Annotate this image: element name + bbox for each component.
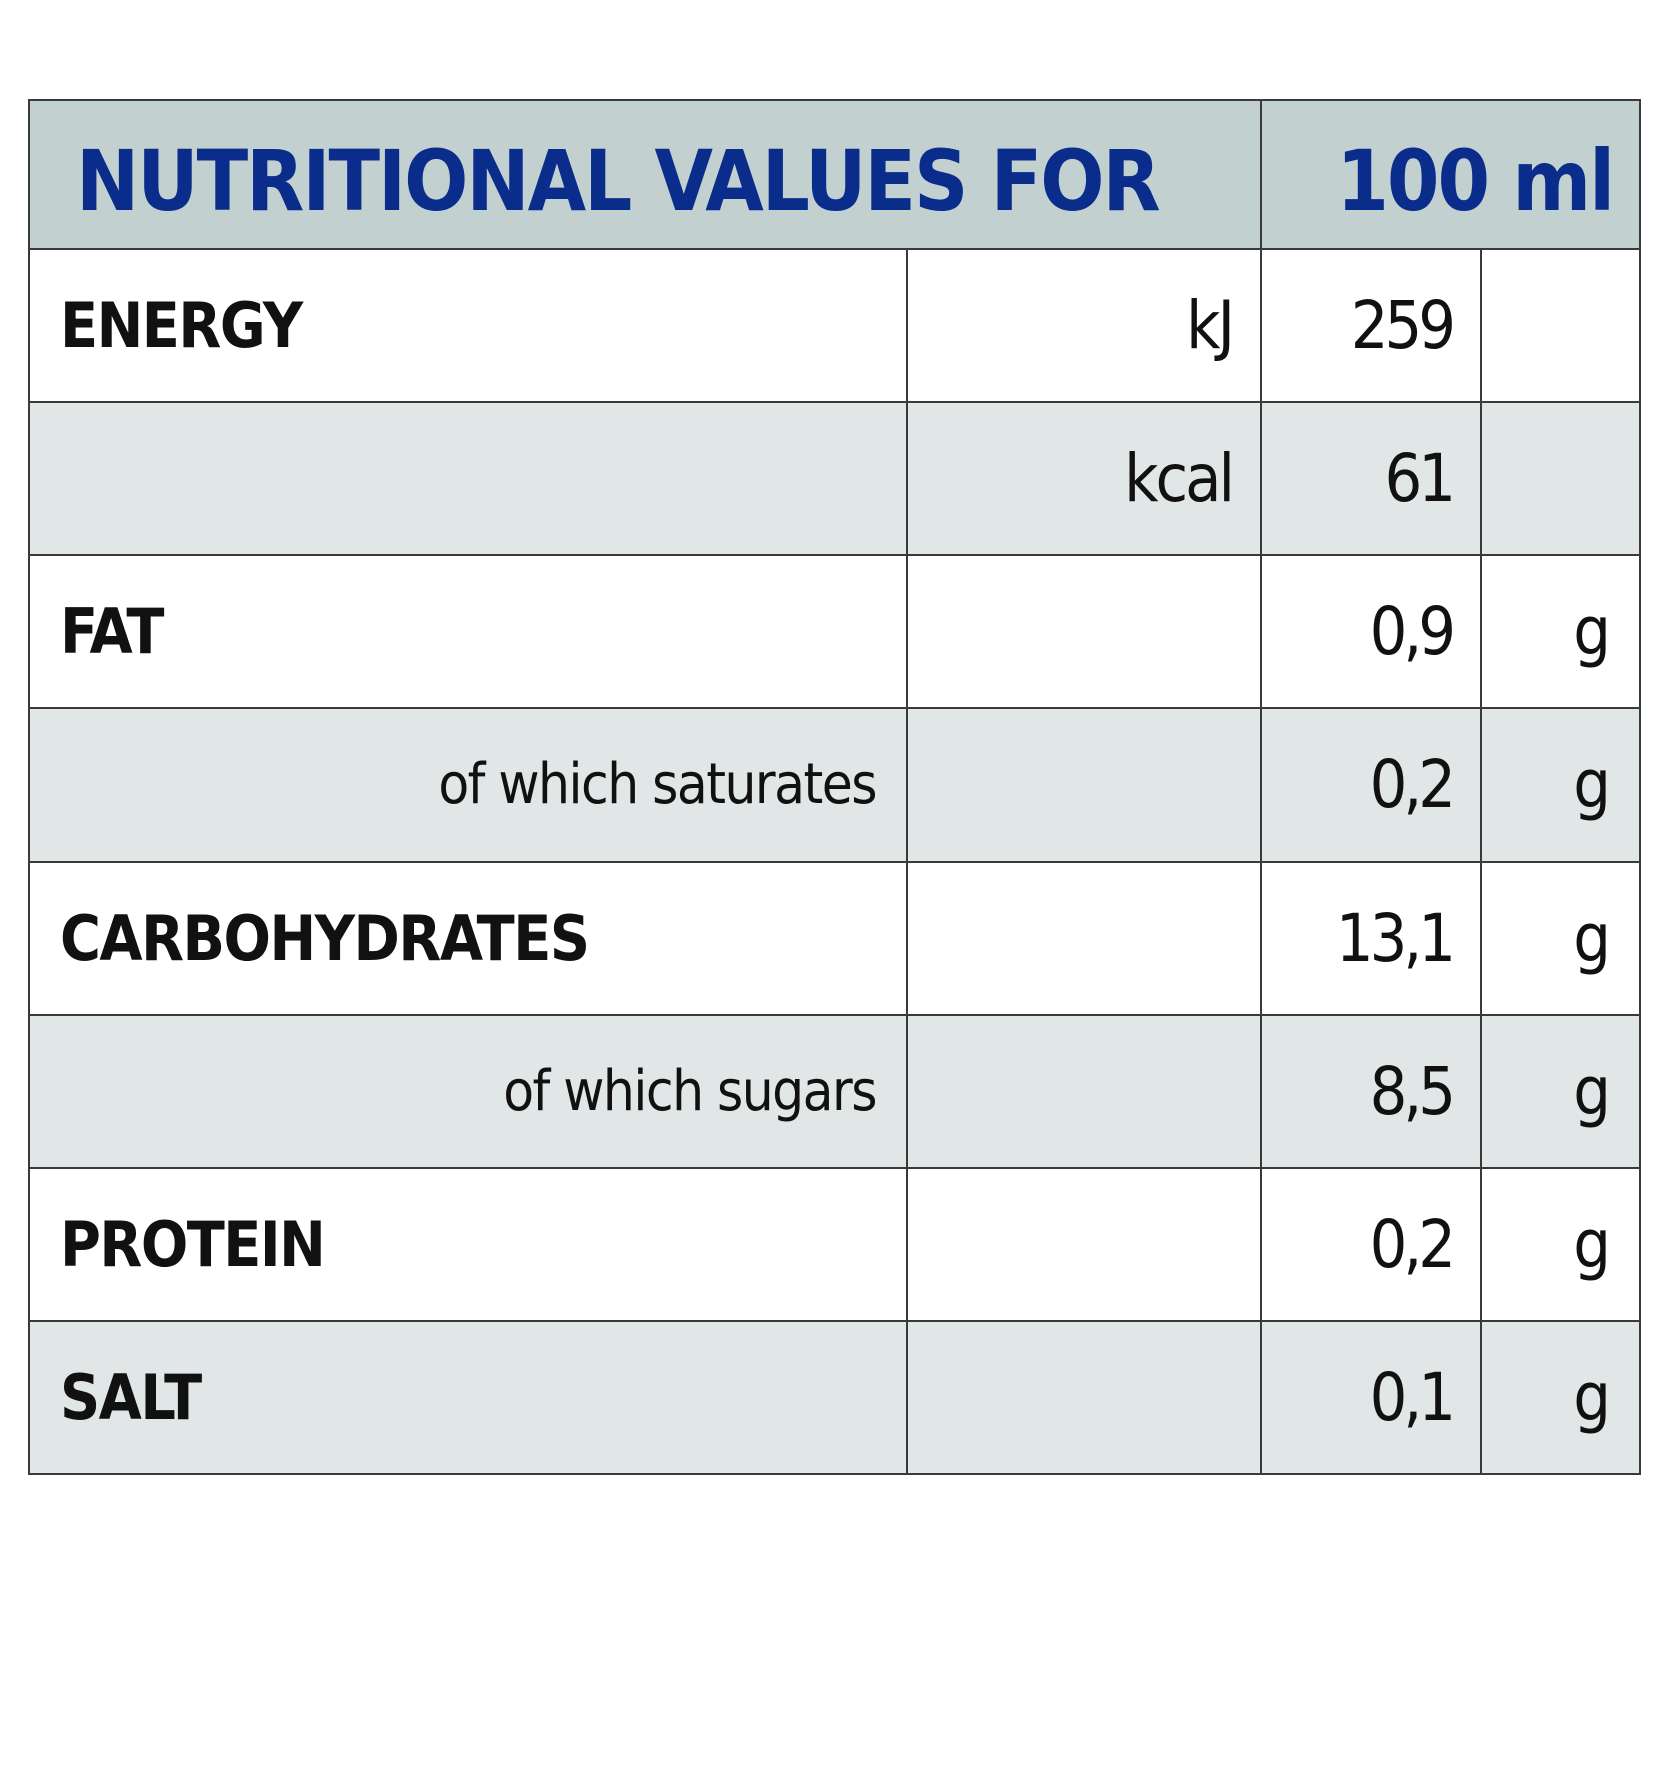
energy-unit bbox=[906, 1166, 1262, 1322]
energy-unit bbox=[906, 1013, 1262, 1169]
energy-unit: kcal bbox=[906, 401, 1262, 557]
nutrient-label: ENERGY bbox=[28, 248, 908, 404]
nutrient-label: PROTEIN bbox=[28, 1166, 908, 1322]
table-row-carbohydrates: CARBOHYDRATES 13,1 g bbox=[28, 860, 1642, 1016]
nutrient-label: SALT bbox=[28, 1319, 908, 1476]
value-unit: g bbox=[1479, 1013, 1642, 1169]
table-row-energy-kj: ENERGY kJ 259 bbox=[28, 248, 1642, 404]
nutrient-label: CARBOHYDRATES bbox=[28, 860, 908, 1016]
nutrient-value: 0,2 bbox=[1260, 707, 1482, 863]
value-unit: g bbox=[1479, 1319, 1642, 1476]
nutrient-value: 13,1 bbox=[1260, 860, 1482, 1016]
nutrient-value: 0,9 bbox=[1260, 554, 1482, 710]
nutrition-table: NUTRITIONAL VALUES FOR 100 ml ENERGY kJ … bbox=[28, 98, 1642, 1476]
nutrient-value: 8,5 bbox=[1260, 1013, 1482, 1169]
value-unit bbox=[1479, 401, 1642, 557]
table-row-fat: FAT 0,9 g bbox=[28, 554, 1642, 710]
value-unit bbox=[1479, 248, 1642, 404]
table-row-energy-kcal: kcal 61 bbox=[28, 401, 1642, 557]
value-unit: g bbox=[1479, 707, 1642, 863]
nutrient-value: 259 bbox=[1260, 248, 1482, 404]
energy-unit: kJ bbox=[906, 248, 1262, 404]
nutrient-value: 61 bbox=[1260, 401, 1482, 557]
energy-unit bbox=[906, 1319, 1262, 1476]
table-row-saturates: of which saturates 0,2 g bbox=[28, 707, 1642, 863]
energy-unit bbox=[906, 707, 1262, 863]
value-unit: g bbox=[1479, 554, 1642, 710]
nutrient-value: 0,2 bbox=[1260, 1166, 1482, 1322]
nutrient-label bbox=[28, 401, 908, 557]
nutrient-label: FAT bbox=[28, 554, 908, 710]
table-header-row: NUTRITIONAL VALUES FOR 100 ml bbox=[28, 98, 1642, 251]
nutrient-sublabel: of which sugars bbox=[28, 1013, 908, 1169]
value-unit: g bbox=[1479, 860, 1642, 1016]
table-row-protein: PROTEIN 0,2 g bbox=[28, 1166, 1642, 1322]
serving-size: 100 ml bbox=[1259, 98, 1642, 251]
table-title: NUTRITIONAL VALUES FOR bbox=[28, 98, 1262, 251]
energy-unit bbox=[906, 554, 1262, 710]
value-unit: g bbox=[1479, 1166, 1642, 1322]
table-row-sugars: of which sugars 8,5 g bbox=[28, 1013, 1642, 1169]
nutrient-value: 0,1 bbox=[1260, 1319, 1482, 1476]
table-row-salt: SALT 0,1 g bbox=[28, 1319, 1642, 1476]
nutrient-sublabel: of which saturates bbox=[28, 707, 908, 863]
energy-unit bbox=[906, 860, 1262, 1016]
